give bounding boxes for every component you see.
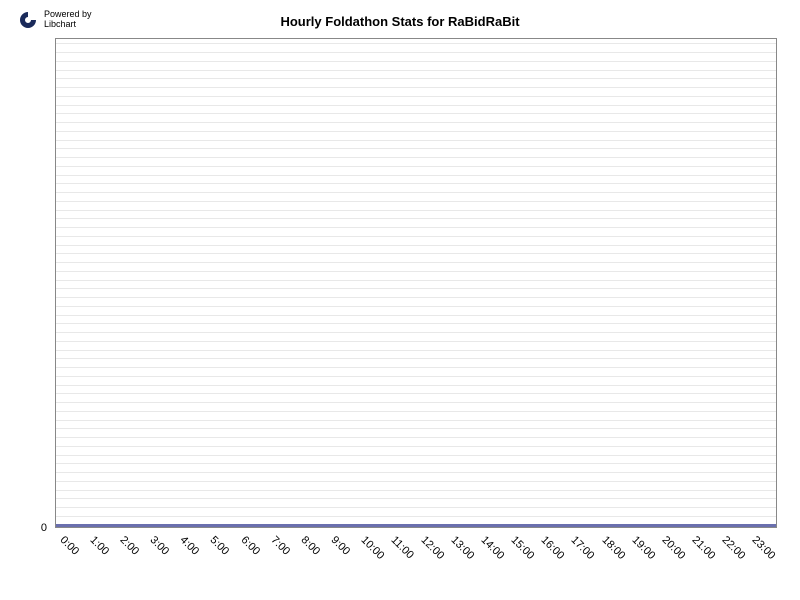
grid-line <box>56 472 776 473</box>
grid-line <box>56 481 776 482</box>
grid-line <box>56 323 776 324</box>
grid-line <box>56 498 776 499</box>
plot-area <box>55 38 777 528</box>
grid-line <box>56 306 776 307</box>
x-tick-label: 17:00 <box>569 534 597 562</box>
grid-line <box>56 332 776 333</box>
x-tick-label: 16:00 <box>539 534 567 562</box>
grid-line <box>56 43 776 44</box>
x-tick-label: 12:00 <box>419 534 447 562</box>
grid-line <box>56 385 776 386</box>
grid-line <box>56 446 776 447</box>
grid-line <box>56 253 776 254</box>
grid-line <box>56 201 776 202</box>
grid-line <box>56 463 776 464</box>
grid-line <box>56 411 776 412</box>
grid-lines <box>56 39 776 527</box>
grid-line <box>56 428 776 429</box>
x-tick-label: 23:00 <box>749 534 777 562</box>
grid-line <box>56 166 776 167</box>
grid-line <box>56 288 776 289</box>
grid-line <box>56 140 776 141</box>
x-tick-label: 14:00 <box>479 534 507 562</box>
grid-line <box>56 113 776 114</box>
series-baseline <box>56 524 776 527</box>
grid-line <box>56 507 776 508</box>
grid-line <box>56 245 776 246</box>
y-tick-label: 0 <box>0 522 47 534</box>
grid-line <box>56 192 776 193</box>
grid-line <box>56 402 776 403</box>
x-tick-label: 21:00 <box>689 534 717 562</box>
x-tick-label: 8:00 <box>298 534 322 558</box>
grid-line <box>56 105 776 106</box>
grid-line <box>56 96 776 97</box>
grid-line <box>56 262 776 263</box>
grid-line <box>56 437 776 438</box>
grid-line <box>56 420 776 421</box>
x-tick-label: 3:00 <box>148 534 172 558</box>
grid-line <box>56 516 776 517</box>
grid-line <box>56 183 776 184</box>
x-tick-label: 9:00 <box>328 534 352 558</box>
x-tick-label: 0:00 <box>58 534 82 558</box>
x-tick-label: 11:00 <box>388 534 415 561</box>
x-tick-label: 4:00 <box>178 534 202 558</box>
grid-line <box>56 280 776 281</box>
grid-line <box>56 376 776 377</box>
grid-line <box>56 218 776 219</box>
grid-line <box>56 157 776 158</box>
x-tick-label: 7:00 <box>268 534 292 558</box>
grid-line <box>56 70 776 71</box>
x-tick-label: 2:00 <box>118 534 142 558</box>
grid-line <box>56 87 776 88</box>
grid-line <box>56 52 776 53</box>
grid-line <box>56 341 776 342</box>
grid-line <box>56 490 776 491</box>
grid-line <box>56 236 776 237</box>
grid-line <box>56 455 776 456</box>
grid-line <box>56 148 776 149</box>
x-tick-label: 18:00 <box>599 534 627 562</box>
x-tick-label: 13:00 <box>449 534 477 562</box>
grid-line <box>56 350 776 351</box>
grid-line <box>56 393 776 394</box>
grid-line <box>56 227 776 228</box>
x-tick-label: 6:00 <box>238 534 262 558</box>
x-tick-label: 10:00 <box>358 534 386 562</box>
grid-line <box>56 367 776 368</box>
x-tick-label: 19:00 <box>629 534 657 562</box>
x-tick-label: 22:00 <box>719 534 747 562</box>
grid-line <box>56 175 776 176</box>
grid-line <box>56 210 776 211</box>
grid-line <box>56 131 776 132</box>
x-tick-label: 20:00 <box>659 534 687 562</box>
grid-line <box>56 122 776 123</box>
x-tick-label: 5:00 <box>208 534 232 558</box>
x-tick-label: 1:00 <box>88 534 112 558</box>
grid-line <box>56 297 776 298</box>
grid-line <box>56 271 776 272</box>
chart-title: Hourly Foldathon Stats for RaBidRaBit <box>0 14 800 29</box>
grid-line <box>56 358 776 359</box>
grid-line <box>56 61 776 62</box>
x-tick-label: 15:00 <box>509 534 537 562</box>
grid-line <box>56 78 776 79</box>
grid-line <box>56 315 776 316</box>
